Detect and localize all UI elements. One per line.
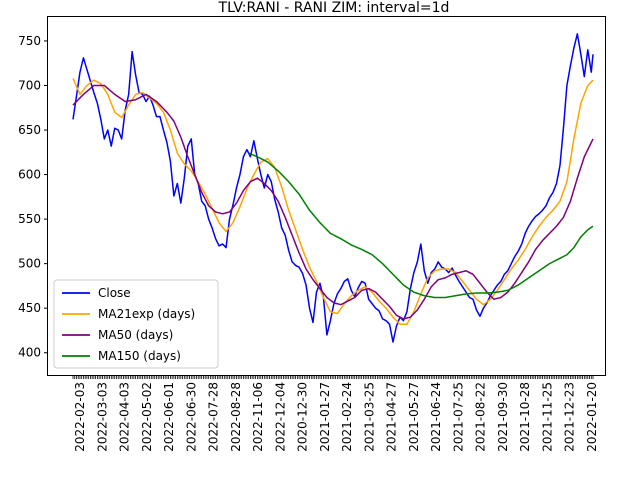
y-tick-label: 600 bbox=[18, 168, 41, 182]
x-tick-label: 2021-06-24 bbox=[429, 382, 443, 452]
chart-title: TLV:RANI - RANI ZIM: interval=1d bbox=[218, 0, 450, 16]
series-line-1 bbox=[72, 78, 594, 325]
x-tick-label: 2021-05-27 bbox=[407, 382, 421, 452]
y-tick-label: 550 bbox=[18, 212, 41, 226]
x-tick-label: 2021-12-23 bbox=[563, 382, 577, 452]
y-tick-label: 400 bbox=[18, 346, 41, 360]
x-tick-label: 2021-02-24 bbox=[340, 382, 354, 452]
x-tick-label: 2022-08-28 bbox=[229, 382, 243, 452]
series-line-2 bbox=[72, 84, 594, 320]
plot-lines bbox=[72, 33, 594, 343]
x-tick-label: 2021-09-30 bbox=[496, 382, 510, 452]
series-line-3 bbox=[248, 152, 594, 299]
legend-label-1: MA21exp (days) bbox=[98, 307, 195, 321]
x-tick-label: 2021-08-22 bbox=[474, 382, 488, 452]
y-tick-label: 500 bbox=[18, 257, 41, 271]
series-line-0 bbox=[72, 33, 594, 343]
x-tick-label: 2021-03-25 bbox=[362, 382, 376, 452]
y-tick-label: 700 bbox=[18, 78, 41, 92]
x-tick-label: 2021-07-25 bbox=[451, 382, 465, 452]
x-tick-label: 2021-10-28 bbox=[518, 382, 532, 452]
x-axis: 2022-02-03 2022-03-03 2022-04-03 2022-05-02… bbox=[72, 375, 599, 452]
x-tick-label: 2022-01-20 bbox=[585, 382, 599, 452]
x-tick-label: 2022-02-03 bbox=[73, 382, 87, 452]
y-tick-label: 450 bbox=[18, 301, 41, 315]
x-tick-label: 2021-04-27 bbox=[385, 382, 399, 452]
x-tick-label: 2022-12-04 bbox=[273, 382, 287, 452]
x-tick-label: 2020-12-30 bbox=[296, 382, 310, 452]
y-axis: 400 450 500 550 600 650 700 750 bbox=[18, 34, 48, 360]
x-tick-label: 2022-07-28 bbox=[207, 382, 221, 452]
plot-frame bbox=[47, 16, 606, 376]
legend-label-0: Close bbox=[98, 286, 131, 300]
x-tick-label: 2021-11-25 bbox=[540, 382, 554, 452]
legend-label-3: MA150 (days) bbox=[98, 349, 181, 363]
x-tick-label: 2022-04-03 bbox=[118, 382, 132, 452]
legend-box bbox=[53, 279, 219, 369]
x-tick-label: 2021-01-27 bbox=[318, 382, 332, 452]
x-tick-label: 2022-06-30 bbox=[184, 382, 198, 452]
x-tick-label: 2022-03-03 bbox=[95, 382, 109, 452]
legend-label-2: MA50 (days) bbox=[98, 328, 173, 342]
x-tick-label: 2022-05-02 bbox=[140, 382, 154, 452]
x-tick-label: 2022-11-06 bbox=[251, 382, 265, 452]
legend: Close MA21exp (days) MA50 (days) MA150 (day… bbox=[53, 279, 219, 369]
y-tick-label: 650 bbox=[18, 123, 41, 137]
y-tick-label: 750 bbox=[18, 34, 41, 48]
x-tick-label: 2022-06-01 bbox=[162, 382, 176, 452]
